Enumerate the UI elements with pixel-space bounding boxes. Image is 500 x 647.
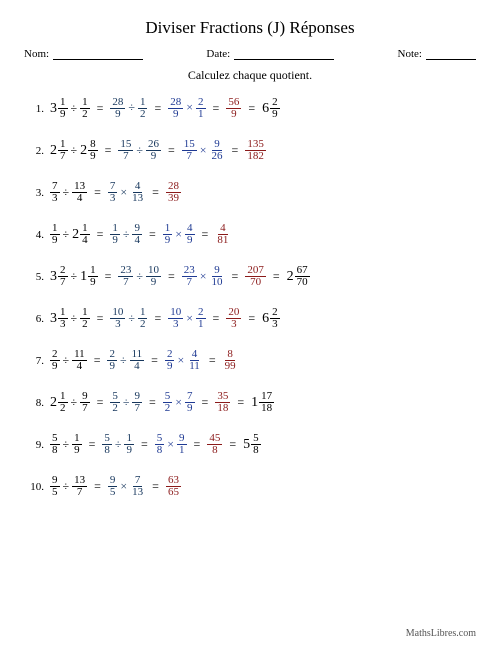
- problem-number: 4.: [30, 229, 50, 241]
- problem-row: 3.73÷134=73×413=2839: [30, 181, 476, 204]
- problem-row: 7.29÷114=29÷114=29×411=899: [30, 349, 476, 372]
- problem-number: 7.: [30, 355, 50, 367]
- note-line[interactable]: [426, 48, 476, 60]
- problem-number: 1.: [30, 103, 50, 115]
- problem-number: 5.: [30, 271, 50, 283]
- name-field: Nom:: [24, 48, 143, 60]
- problem-number: 9.: [30, 439, 50, 451]
- date-line[interactable]: [234, 48, 334, 60]
- page: Diviser Fractions (J) Réponses Nom: Date…: [0, 0, 500, 647]
- name-line[interactable]: [53, 48, 143, 60]
- problem-row: 8.212÷97=52÷97=52×79=3518=11718: [30, 391, 476, 414]
- problem-number: 3.: [30, 187, 50, 199]
- footer-text: MathsLibres.com: [406, 628, 476, 639]
- problem-row: 2.217÷289=157÷269=157×926=135182: [30, 139, 476, 162]
- header-row: Nom: Date: Note:: [24, 48, 476, 60]
- problem-number: 2.: [30, 145, 50, 157]
- problem-number: 6.: [30, 313, 50, 325]
- problem-number: 10.: [30, 481, 50, 493]
- problems-list: 1.319÷12=289÷12=289×21=569=629 2.217÷289=…: [24, 97, 476, 498]
- problem-row: 6.313÷12=103÷12=103×21=203=623: [30, 307, 476, 330]
- problem-row: 4.19÷214=19÷94=19×49=481: [30, 223, 476, 246]
- instruction: Calculez chaque quotient.: [24, 68, 476, 83]
- problem-row: 1.319÷12=289÷12=289×21=569=629: [30, 97, 476, 120]
- page-title: Diviser Fractions (J) Réponses: [24, 18, 476, 38]
- problem-number: 8.: [30, 397, 50, 409]
- problem-row: 10.95÷137=95×713=6365: [30, 475, 476, 498]
- problem-row: 5.327÷119=237÷109=237×910=20770=26770: [30, 265, 476, 288]
- date-field: Date:: [206, 48, 334, 60]
- note-field: Note:: [398, 48, 476, 60]
- name-label: Nom:: [24, 48, 49, 60]
- problem-row: 9.58÷19=58÷19=58×91=458=558: [30, 433, 476, 456]
- date-label: Date:: [206, 48, 230, 60]
- note-label: Note:: [398, 48, 422, 60]
